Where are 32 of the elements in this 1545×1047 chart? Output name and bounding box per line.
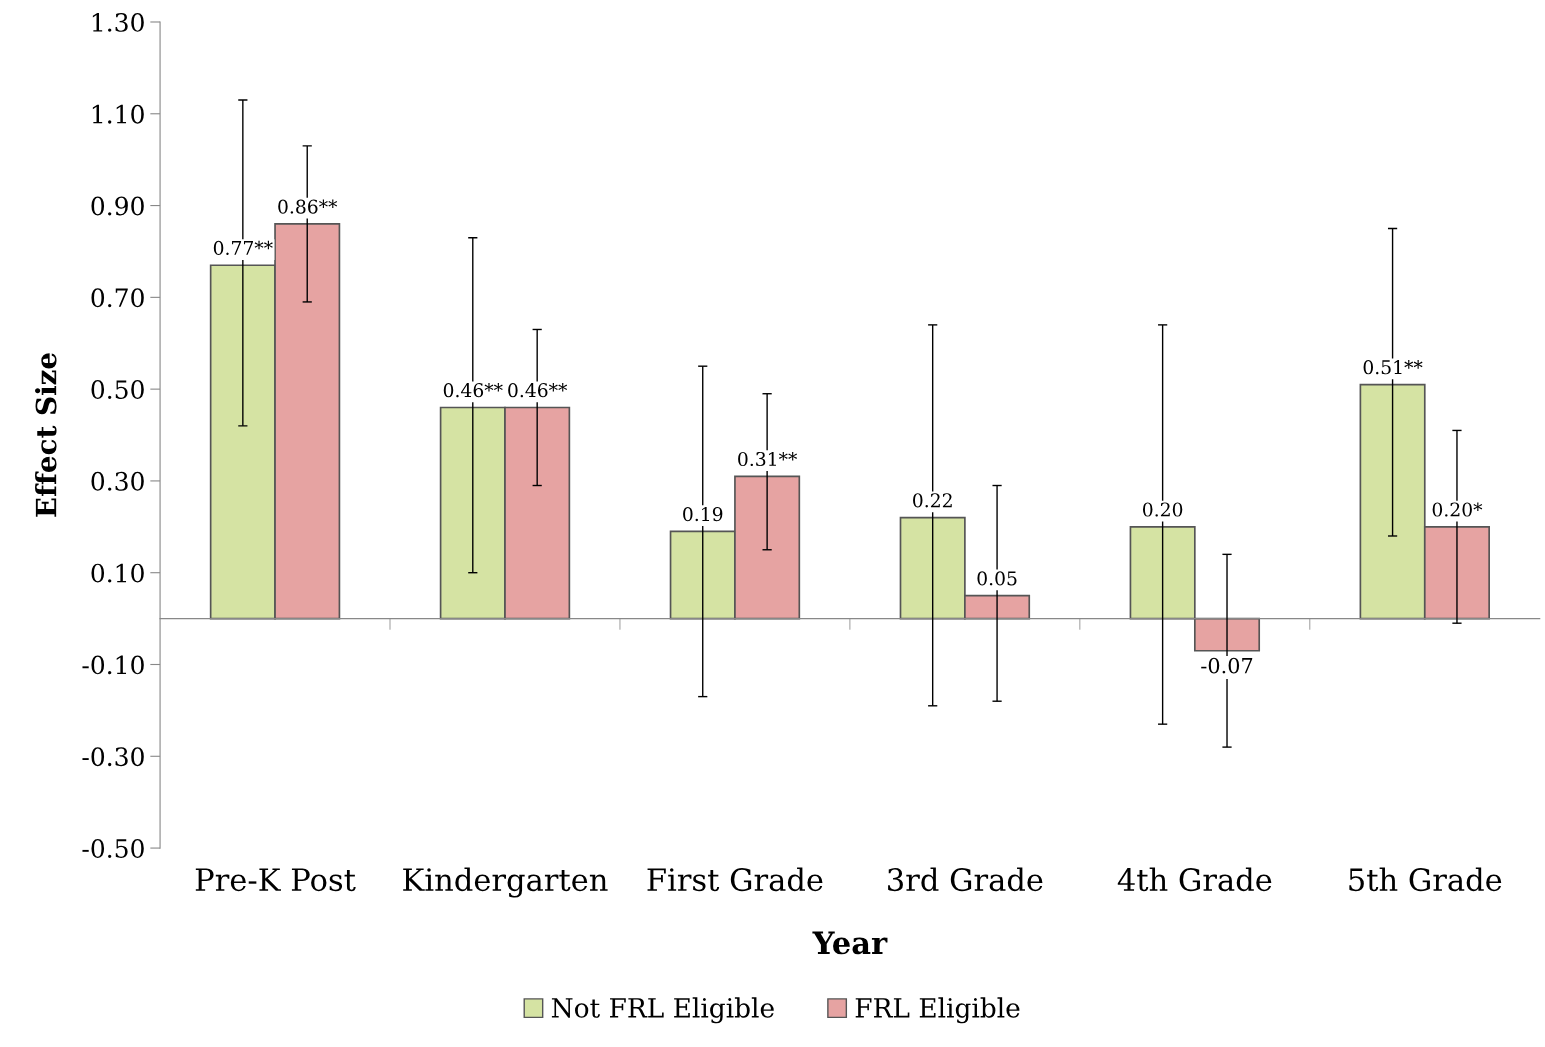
legend-label: Not FRL Eligible: [551, 997, 774, 1024]
data-label: 0.46**: [443, 383, 503, 398]
x-tick-label: 3rd Grade: [888, 867, 1043, 892]
y-tick-label: -0.30: [82, 747, 144, 767]
data-label: 0.31**: [738, 451, 798, 467]
y-tick-label: -0.50: [82, 839, 144, 858]
y-tick-label: 1.30: [92, 12, 144, 32]
x-axis-title: Year: [812, 931, 888, 955]
data-label: 0.22: [913, 493, 952, 508]
x-tick-label: First Grade: [647, 867, 823, 892]
x-tick-label: 4th Grade: [1117, 867, 1272, 892]
data-label: 0.77**: [213, 240, 273, 255]
y-tick-label: 0.90: [91, 196, 144, 216]
data-label: 0.46**: [508, 383, 568, 398]
y-tick-label: 0.50: [91, 380, 144, 399]
y-tick-label: 1.10: [92, 104, 144, 124]
y-tick-label: 0.30: [91, 471, 144, 491]
y-tick-label: -0.10: [82, 655, 144, 675]
data-label: 0.05: [977, 571, 1017, 586]
data-label: 0.86**: [278, 199, 338, 214]
x-tick-label: Pre-K Post: [195, 868, 356, 892]
data-label: 0.19: [683, 506, 723, 522]
y-axis-title: Effect Size: [35, 353, 57, 517]
data-label: 0.20: [1143, 502, 1183, 517]
data-label: -0.07: [1201, 657, 1253, 674]
data-label: 0.51**: [1363, 360, 1423, 375]
x-tick-label: 5th Grade: [1349, 867, 1502, 892]
x-tick-label: Kindergarten: [403, 867, 608, 898]
y-tick-label: 0.70: [91, 288, 144, 308]
y-tick-label: 0.10: [91, 563, 144, 583]
data-label: 0.20*: [1432, 502, 1483, 517]
legend-label: FRL Eligible: [855, 997, 1020, 1024]
